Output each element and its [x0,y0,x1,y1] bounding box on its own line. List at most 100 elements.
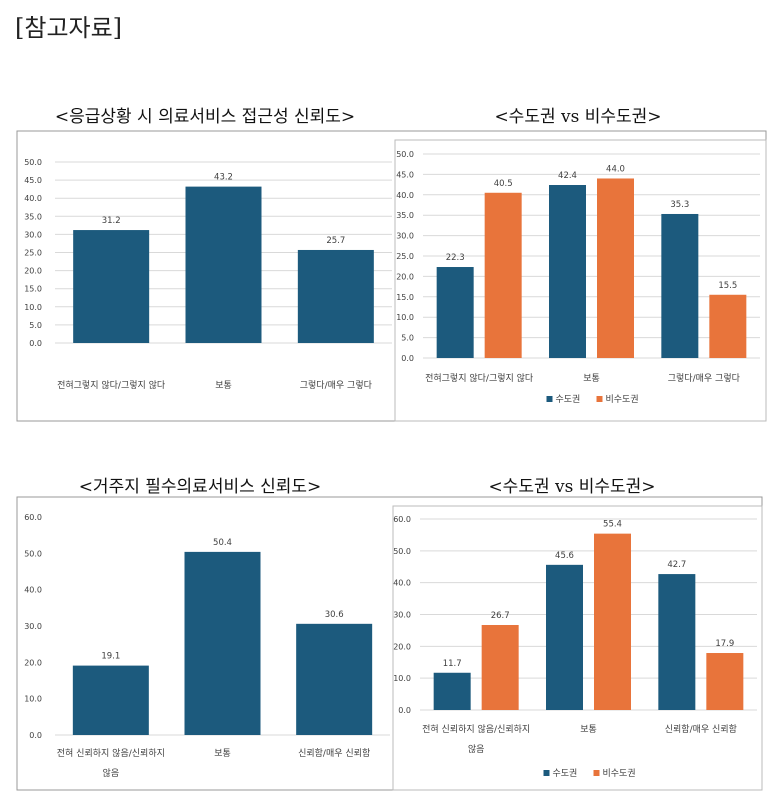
y-tick-label: 60.0 [393,515,411,524]
data-label: 45.6 [555,551,574,561]
bar-수도권 [433,672,471,710]
bar-비수도권 [594,533,631,710]
legend-swatch [593,770,600,776]
bottom-right-chart-frame [392,505,763,791]
data-label: 26.7 [491,611,510,621]
x-category-label: 보통 [583,373,600,384]
bar-수도권 [549,185,586,358]
y-tick-label: 30.0 [24,230,42,239]
y-tick-label: 20.0 [24,658,42,667]
y-tick-label: 40.0 [393,579,411,588]
legend-label: 비수도권 [603,767,636,779]
data-label: 11.7 [443,659,462,669]
y-tick-label: 10.0 [396,313,414,322]
data-label: 15.5 [718,281,737,291]
y-tick-label: 10.0 [24,695,42,704]
data-label: 42.7 [667,560,686,570]
legend-label: 비수도권 [606,393,639,405]
y-tick-label: 5.0 [29,321,42,330]
bar-수도권 [546,564,583,710]
x-category-label: 않음 [468,744,485,755]
y-tick-label: 25.0 [396,252,414,261]
data-label: 44.0 [606,164,625,174]
y-tick-label: 5.0 [401,334,414,343]
x-category-label: 신뢰함/매우 신뢰함 [665,724,737,735]
y-tick-label: 0.0 [29,731,42,740]
chart-title: <응급상황 시 의료서비스 접근성 신뢰도> [55,107,355,127]
y-tick-label: 50.0 [24,549,42,558]
data-label: 25.7 [326,236,345,246]
bar-value [297,249,374,343]
legend-swatch [596,396,603,402]
y-tick-label: 50.0 [24,158,42,167]
x-category-label: 신뢰함/매우 신뢰함 [298,748,370,759]
y-tick-label: 25.0 [24,249,42,258]
y-tick-label: 30.0 [396,232,414,241]
bar-value [296,623,373,735]
data-label: 50.4 [213,538,232,548]
y-tick-label: 60.0 [24,513,42,522]
page-title: [참고자료] [15,14,122,42]
y-tick-label: 10.0 [393,674,411,683]
y-tick-label: 10.0 [24,303,42,312]
x-category-label: 전혀그렇지 않다/그렇지 않다 [57,380,166,391]
legend-label: 수도권 [553,767,578,779]
y-tick-label: 20.0 [396,272,414,281]
data-label: 35.3 [670,200,689,210]
y-tick-label: 20.0 [24,267,42,276]
data-label: 19.1 [101,652,120,662]
bar-value [185,186,262,343]
data-label: 31.2 [102,216,121,226]
x-category-label: 않음 [103,768,120,779]
y-tick-label: 35.0 [24,212,42,221]
y-tick-label: 30.0 [393,611,411,620]
y-tick-label: 40.0 [24,586,42,595]
y-tick-label: 50.0 [396,150,414,159]
data-label: 30.6 [325,610,344,620]
y-tick-label: 35.0 [396,211,414,220]
chart-title: <거주지 필수의료서비스 신뢰도> [79,477,322,497]
bar-수도권 [436,267,474,358]
bar-value [184,551,261,735]
y-tick-label: 30.0 [24,622,42,631]
data-label: 22.3 [446,253,465,263]
x-category-label: 보통 [215,380,232,391]
x-category-label: 전혀 신뢰하지 않음/신뢰하지 [422,724,530,735]
chart-title: <수도권 vs 비수도권> [488,477,655,497]
bar-수도권 [658,574,696,710]
bar-value [72,665,149,735]
bar-수도권 [661,213,699,358]
x-category-label: 그렇다/매우 그렇다 [668,373,741,384]
chart-title: <수도권 vs 비수도권> [494,107,661,127]
y-tick-label: 0.0 [401,354,414,363]
y-tick-label: 45.0 [396,170,414,179]
legend-swatch [543,770,550,776]
y-tick-label: 40.0 [24,194,42,203]
y-tick-label: 45.0 [24,176,42,185]
x-category-label: 전혀그렇지 않다/그렇지 않다 [425,373,534,384]
data-label: 55.4 [603,520,622,530]
y-tick-label: 40.0 [396,191,414,200]
bar-비수도권 [706,653,744,710]
y-tick-label: 20.0 [393,642,411,651]
data-label: 42.4 [558,171,577,181]
y-tick-label: 50.0 [393,547,411,556]
y-tick-label: 0.0 [398,706,411,715]
bottom-panel-frame [16,496,763,791]
legend-label: 수도권 [556,393,581,405]
x-category-label: 보통 [580,724,597,735]
y-tick-label: 15.0 [24,285,42,294]
y-tick-label: 0.0 [29,339,42,348]
x-category-label: 전혀 신뢰하지 않음/신뢰하지 [57,748,165,759]
top-right-chart-frame [394,139,767,422]
x-category-label: 그렇다/매우 그렇다 [300,380,373,391]
y-tick-label: 15.0 [396,293,414,302]
bar-비수도권 [597,178,634,358]
legend-swatch [546,396,553,402]
data-label: 40.5 [494,179,513,189]
bar-value [73,230,150,343]
bar-비수도권 [484,192,522,358]
bar-비수도권 [709,294,747,358]
data-label: 43.2 [214,173,233,183]
